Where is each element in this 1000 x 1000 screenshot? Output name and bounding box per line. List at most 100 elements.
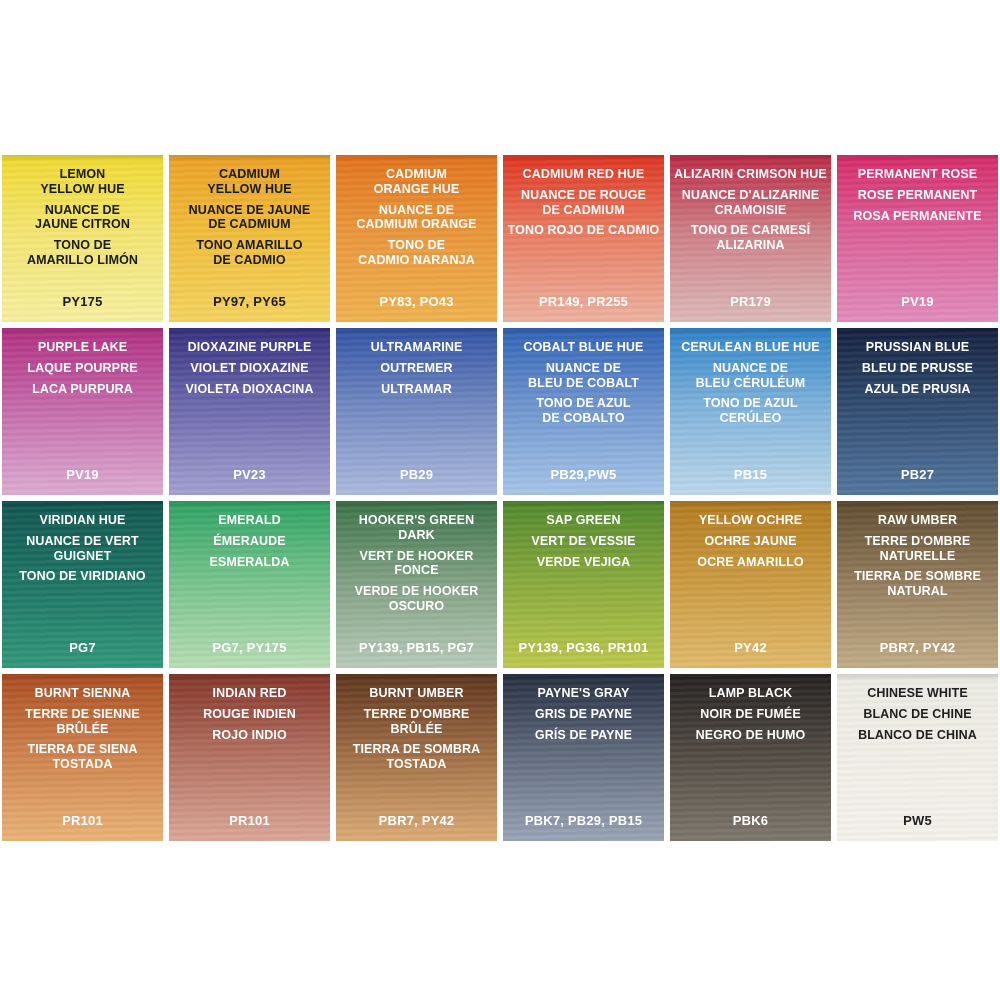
swatch-names: ALIZARIN CRIMSON HUE NUANCE D'ALIZARINE … bbox=[671, 167, 830, 253]
swatch-name-french: NUANCE DE JAUNE DE CADMIUM bbox=[188, 202, 311, 232]
swatch-name-french: NOIR DE FUMÉE bbox=[700, 706, 801, 721]
swatch-names: EMERALD ÉMERAUDE ESMERALDA bbox=[170, 513, 329, 569]
swatch: CHINESE WHITE BLANC DE CHINE BLANCO DE C… bbox=[837, 674, 998, 841]
swatch-name-french: VERT DE VESSIE bbox=[531, 533, 636, 548]
swatch-name-french: TERRE D'OMBRE BRÛLÉE bbox=[363, 706, 470, 736]
swatch: EMERALD ÉMERAUDE ESMERALDA PG7, PY175 bbox=[169, 501, 330, 668]
swatch-name-spanish: BLANCO DE CHINA bbox=[858, 727, 977, 742]
swatch-name-english: PRUSSIAN BLUE bbox=[865, 340, 970, 354]
swatch-name-english: CADMIUM ORANGE HUE bbox=[373, 167, 460, 196]
swatch-pigment-code: PB29,PW5 bbox=[550, 467, 617, 482]
swatch-name-english: BURNT SIENNA bbox=[34, 686, 131, 700]
swatch-name-english: CHINESE WHITE bbox=[867, 686, 968, 700]
swatch-name-spanish: ROSA PERMANENTE bbox=[853, 208, 982, 223]
swatch-name-english: RAW UMBER bbox=[877, 513, 958, 527]
swatch-names: CADMIUM ORANGE HUE NUANCE DE CADMIUM ORA… bbox=[337, 167, 496, 268]
swatch-names: COBALT BLUE HUE NUANCE DE BLEU DE COBALT… bbox=[504, 340, 663, 426]
swatch-names: SAP GREEN VERT DE VESSIE VERDE VEJIGA bbox=[504, 513, 663, 569]
swatch: ALIZARIN CRIMSON HUE NUANCE D'ALIZARINE … bbox=[670, 155, 831, 322]
swatch-names: PRUSSIAN BLUE BLEU DE PRUSSE AZUL DE PRU… bbox=[838, 340, 997, 396]
swatch-names: LEMON YELLOW HUE NUANCE DE JAUNE CITRON … bbox=[3, 167, 162, 268]
swatch-names: PERMANENT ROSE ROSE PERMANENT ROSA PERMA… bbox=[838, 167, 997, 223]
swatch: HOOKER'S GREEN DARK VERT DE HOOKER FONCE… bbox=[336, 501, 497, 668]
swatch-names: CADMIUM YELLOW HUE NUANCE DE JAUNE DE CA… bbox=[170, 167, 329, 268]
swatch-name-french: ROSE PERMANENT bbox=[857, 187, 978, 202]
swatch-name-french: NUANCE DE ROUGE DE CADMIUM bbox=[520, 187, 647, 217]
swatch-pigment-code: PV23 bbox=[233, 467, 266, 482]
swatch-name-spanish: ULTRAMAR bbox=[381, 381, 452, 396]
swatch-name-spanish: TONO DE CARMESÍ ALIZARINA bbox=[690, 223, 811, 252]
swatch-name-french: TERRE DE SIENNE BRÛLÉE bbox=[25, 706, 140, 736]
swatch-pigment-code: PG7, PY175 bbox=[212, 640, 287, 655]
swatch: YELLOW OCHRE OCHRE JAUNE OCRE AMARILLO P… bbox=[670, 501, 831, 668]
swatch-name-english: HOOKER'S GREEN DARK bbox=[358, 513, 475, 542]
swatch-name-english: ALIZARIN CRIMSON HUE bbox=[674, 167, 827, 181]
swatch: DIOXAZINE PURPLE VIOLET DIOXAZINE VIOLET… bbox=[169, 328, 330, 495]
swatch-pigment-code: PY139, PG36, PR101 bbox=[518, 640, 649, 655]
swatch-name-spanish: TONO DE CADMIO NARANJA bbox=[358, 238, 475, 267]
swatch-name-english: COBALT BLUE HUE bbox=[523, 340, 644, 354]
swatch-name-spanish: TONO DE AMARILLO LIMÓN bbox=[26, 238, 139, 267]
swatch-name-english: BURNT UMBER bbox=[369, 686, 464, 700]
swatch-names: HOOKER'S GREEN DARK VERT DE HOOKER FONCE… bbox=[337, 513, 496, 614]
swatch-name-english: LAMP BLACK bbox=[708, 686, 793, 700]
swatch: PURPLE LAKE LAQUE POURPRE LACA PURPURA P… bbox=[2, 328, 163, 495]
swatch-pigment-code: PR101 bbox=[229, 813, 270, 828]
swatch-names: RAW UMBER TERRE D'OMBRE NATURELLE TIERRA… bbox=[838, 513, 997, 599]
swatch-pigment-code: PV19 bbox=[901, 294, 934, 309]
swatch-name-french: BLANC DE CHINE bbox=[863, 706, 972, 721]
swatch-name-french: OUTREMER bbox=[380, 360, 453, 375]
swatch-name-spanish: VERDE VEJIGA bbox=[536, 554, 631, 569]
swatch-pigment-code: PR101 bbox=[62, 813, 103, 828]
swatch-name-spanish: ESMERALDA bbox=[209, 554, 290, 569]
swatch-pigment-code: PY139, PB15, PG7 bbox=[358, 640, 475, 655]
swatch: RAW UMBER TERRE D'OMBRE NATURELLE TIERRA… bbox=[837, 501, 998, 668]
swatch-name-french: LAQUE POURPRE bbox=[27, 360, 138, 375]
swatch-pigment-code: PBk6 bbox=[732, 813, 769, 828]
swatch-name-french: VERT DE HOOKER FONCE bbox=[359, 548, 474, 578]
swatch-name-french: NUANCE DE BLEU DE COBALT bbox=[528, 360, 639, 390]
swatch-name-spanish: NEGRO DE HUMO bbox=[695, 727, 806, 742]
swatch-pigment-code: PB15 bbox=[733, 467, 768, 482]
swatch-names: PAYNE'S GRAY GRIS DE PAYNE GRÍS DE PAYNE bbox=[504, 686, 663, 742]
swatch-names: BURNT UMBER TERRE D'OMBRE BRÛLÉE TIERRA … bbox=[337, 686, 496, 772]
swatch-names: CERULEAN BLUE HUE NUANCE DE BLEU CÉRULÉU… bbox=[671, 340, 830, 426]
swatch-name-french: TERRE D'OMBRE NATURELLE bbox=[864, 533, 971, 563]
swatch-pigment-code: PBk7, PB29, PB15 bbox=[524, 813, 643, 828]
swatch-name-english: INDIAN RED bbox=[212, 686, 287, 700]
swatch: CADMIUM RED HUE NUANCE DE ROUGE DE CADMI… bbox=[503, 155, 664, 322]
swatch-name-english: CERULEAN BLUE HUE bbox=[681, 340, 820, 354]
swatch-pigment-code: PR149, PR255 bbox=[538, 294, 629, 309]
swatch: PERMANENT ROSE ROSE PERMANENT ROSA PERMA… bbox=[837, 155, 998, 322]
swatch: BURNT UMBER TERRE D'OMBRE BRÛLÉE TIERRA … bbox=[336, 674, 497, 841]
swatch: COBALT BLUE HUE NUANCE DE BLEU DE COBALT… bbox=[503, 328, 664, 495]
swatch-name-english: PAYNE'S GRAY bbox=[537, 686, 630, 700]
swatch-names: CADMIUM RED HUE NUANCE DE ROUGE DE CADMI… bbox=[504, 167, 663, 238]
swatch-name-spanish: LACA PURPURA bbox=[32, 381, 133, 396]
swatch-name-english: LEMON YELLOW HUE bbox=[40, 167, 125, 196]
swatch-name-spanish: TIERRA DE SIENA TOSTADA bbox=[27, 742, 138, 771]
swatch-name-spanish: TONO DE VIRIDIANO bbox=[19, 569, 146, 584]
swatch-name-french: NUANCE D'ALIZARINE CRAMOISIE bbox=[681, 187, 820, 217]
swatch-pigment-code: PY42 bbox=[734, 640, 767, 655]
swatch-name-spanish: TIERRA DE SOMBRA TOSTADA bbox=[352, 742, 481, 771]
swatch-name-english: VIRIDIAN HUE bbox=[39, 513, 126, 527]
swatch-name-spanish: AZUL DE PRUSIA bbox=[864, 381, 971, 396]
swatch-name-french: ROUGE INDIEN bbox=[203, 706, 296, 721]
swatch: PAYNE'S GRAY GRIS DE PAYNE GRÍS DE PAYNE… bbox=[503, 674, 664, 841]
swatch-name-english: SAP GREEN bbox=[546, 513, 621, 527]
swatch: LAMP BLACK NOIR DE FUMÉE NEGRO DE HUMO P… bbox=[670, 674, 831, 841]
swatch-name-english: EMERALD bbox=[218, 513, 281, 527]
swatch-name-spanish: ROJO INDIO bbox=[212, 727, 287, 742]
swatch-pigment-code: PB29 bbox=[399, 467, 434, 482]
swatch-name-english: DIOXAZINE PURPLE bbox=[187, 340, 312, 354]
swatch: VIRIDIAN HUE NUANCE DE VERT GUIGNET TONO… bbox=[2, 501, 163, 668]
swatch-pigment-code: PY97, PY65 bbox=[213, 294, 286, 309]
swatch-pigment-code: PB27 bbox=[900, 467, 935, 482]
swatch-name-spanish: TIERRA DE SOMBRE NATURAL bbox=[854, 569, 981, 598]
swatch-name-french: NUANCE DE CADMIUM ORANGE bbox=[356, 202, 477, 232]
swatch: LEMON YELLOW HUE NUANCE DE JAUNE CITRON … bbox=[2, 155, 163, 322]
swatch-name-english: PERMANENT ROSE bbox=[857, 167, 978, 181]
swatch-name-french: GRIS DE PAYNE bbox=[534, 706, 633, 721]
swatch-names: BURNT SIENNA TERRE DE SIENNE BRÛLÉE TIER… bbox=[3, 686, 162, 772]
